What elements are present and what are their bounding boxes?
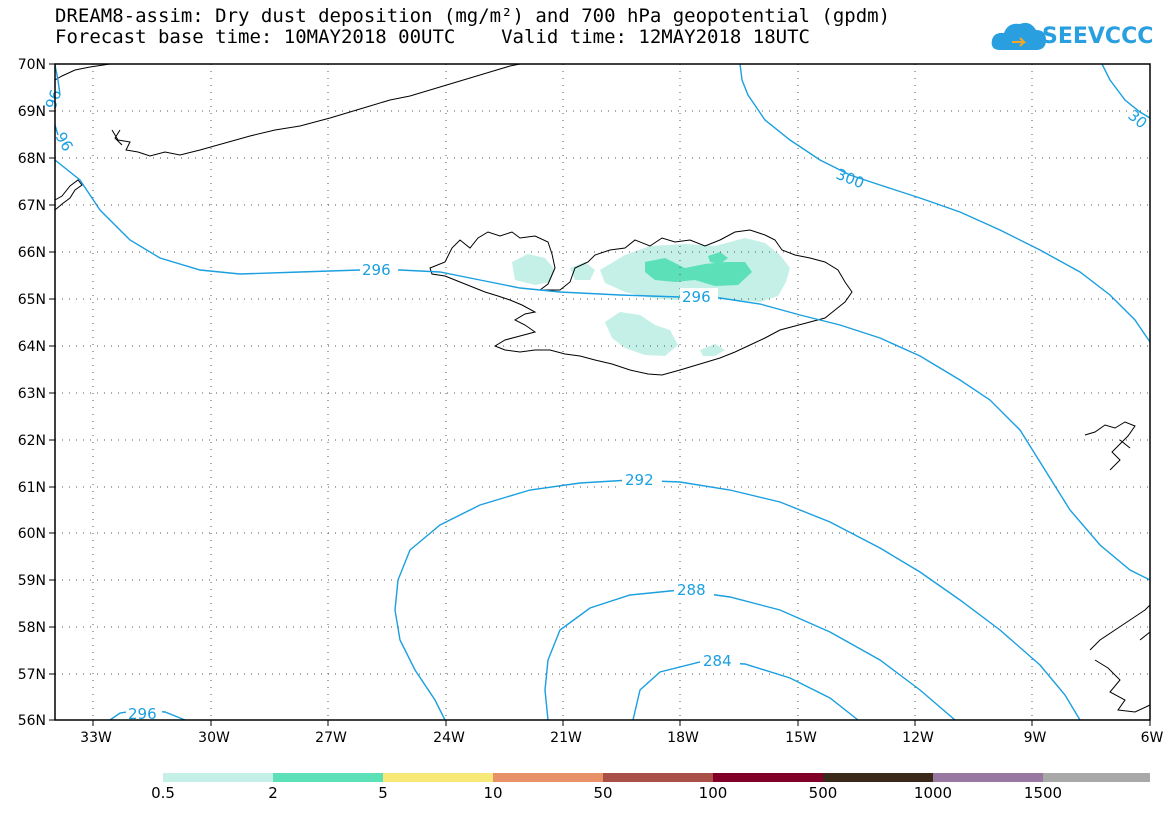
dust-area-south <box>700 344 725 356</box>
contour-284 <box>632 661 859 721</box>
legend-swatch <box>1043 773 1150 782</box>
lon-tick-label: 9W <box>1024 730 1047 746</box>
lat-tick-label: 69N <box>18 104 46 120</box>
contour-label: 300 <box>834 165 867 192</box>
dust-shading <box>512 238 790 356</box>
contour-label: 296 <box>128 705 157 723</box>
legend-label: 2 <box>268 784 278 802</box>
coastline-faroe <box>1084 421 1136 471</box>
map-frame <box>54 63 1151 721</box>
dust-area-central <box>605 312 678 356</box>
lon-tick-label: 33W <box>80 730 112 746</box>
lat-tick-label: 67N <box>18 198 46 214</box>
coastline-iceland <box>429 229 853 376</box>
contour-296-north <box>54 159 1151 581</box>
contour-label: 96 <box>42 87 65 111</box>
lat-tick-label: 61N <box>18 480 46 496</box>
graticule <box>55 64 1150 720</box>
legend-swatch <box>273 773 383 782</box>
dust-area-westfjords <box>512 254 555 285</box>
lon-tick-label: 30W <box>198 730 230 746</box>
contour-292 <box>394 479 1081 721</box>
lat-tick-label: 68N <box>18 151 46 167</box>
contour-label: 292 <box>625 471 654 489</box>
contour-label: 30 <box>1124 106 1150 132</box>
legend-colorbar <box>163 773 1150 782</box>
lat-tick-label: 70N <box>18 57 46 73</box>
logo-text: SEEVCCC <box>1042 24 1154 49</box>
lat-tick-label: 65N <box>18 292 46 308</box>
lat-tick-label: 59N <box>18 573 46 589</box>
lat-tick-label: 60N <box>18 526 46 542</box>
dust-area-core <box>645 258 752 286</box>
lon-tick-label: 15W <box>785 730 817 746</box>
lon-tick-labels: 33W 30W 27W 24W 21W 18W 15W 12W 9W 6W <box>80 730 1163 746</box>
lon-tick-label: 6W <box>1141 730 1164 746</box>
lon-tick-label: 18W <box>667 730 699 746</box>
contour-300 <box>739 63 1151 343</box>
lat-tick-label: 56N <box>18 713 46 729</box>
contour-288 <box>544 589 956 721</box>
map-title-line2: Forecast base time: 10MAY2018 00UTC Vali… <box>55 26 810 48</box>
contour-300-corner <box>1101 63 1151 119</box>
coastline-scotland <box>1089 604 1151 713</box>
legend-swatch <box>383 773 493 782</box>
lon-tick-label: 12W <box>902 730 934 746</box>
legend-label: 5 <box>378 784 388 802</box>
tick-marks <box>49 63 1151 726</box>
legend-swatch <box>493 773 603 782</box>
lon-tick-label: 24W <box>433 730 465 746</box>
legend-label: 1000 <box>913 784 953 802</box>
legend-swatch <box>603 773 713 782</box>
contour-label: 296 <box>362 261 391 279</box>
contour-labels: 296 296 296 300 30 96 96 292 288 284 <box>42 87 1151 723</box>
lat-tick-label: 58N <box>18 620 46 636</box>
legend-swatch <box>823 773 933 782</box>
contour-label: 296 <box>682 288 711 306</box>
lat-tick-labels: 70N 69N 68N 67N 66N 65N 64N 63N 62N 61N … <box>18 57 46 729</box>
legend-swatch <box>933 773 1043 782</box>
lat-tick-label: 63N <box>18 386 46 402</box>
contour-label: 284 <box>703 652 732 670</box>
geopotential-contours <box>54 63 1151 721</box>
legend-label: 100 <box>698 784 728 802</box>
lat-tick-label: 57N <box>18 667 46 683</box>
legend-label: 50 <box>593 784 613 802</box>
legend-label: 0.5 <box>151 784 175 802</box>
legend-swatch <box>713 773 823 782</box>
map-title-line1: DREAM8-assim: Dry dust deposition (mg/m²… <box>55 5 891 27</box>
coastline-greenland <box>54 63 521 211</box>
coastlines <box>54 63 1151 713</box>
dust-area-west <box>570 262 595 280</box>
lon-tick-label: 21W <box>550 730 582 746</box>
lat-tick-label: 62N <box>18 433 46 449</box>
contour-label: 288 <box>677 581 706 599</box>
legend-label: 1500 <box>1023 784 1063 802</box>
cloud-icon <box>991 22 1046 50</box>
lat-tick-label: 64N <box>18 339 46 355</box>
legend-label: 10 <box>483 784 503 802</box>
legend-label: 500 <box>808 784 838 802</box>
lat-tick-label: 66N <box>18 245 46 261</box>
lon-tick-label: 27W <box>315 730 347 746</box>
dust-area-core2 <box>708 252 728 264</box>
legend-swatch <box>163 773 273 782</box>
